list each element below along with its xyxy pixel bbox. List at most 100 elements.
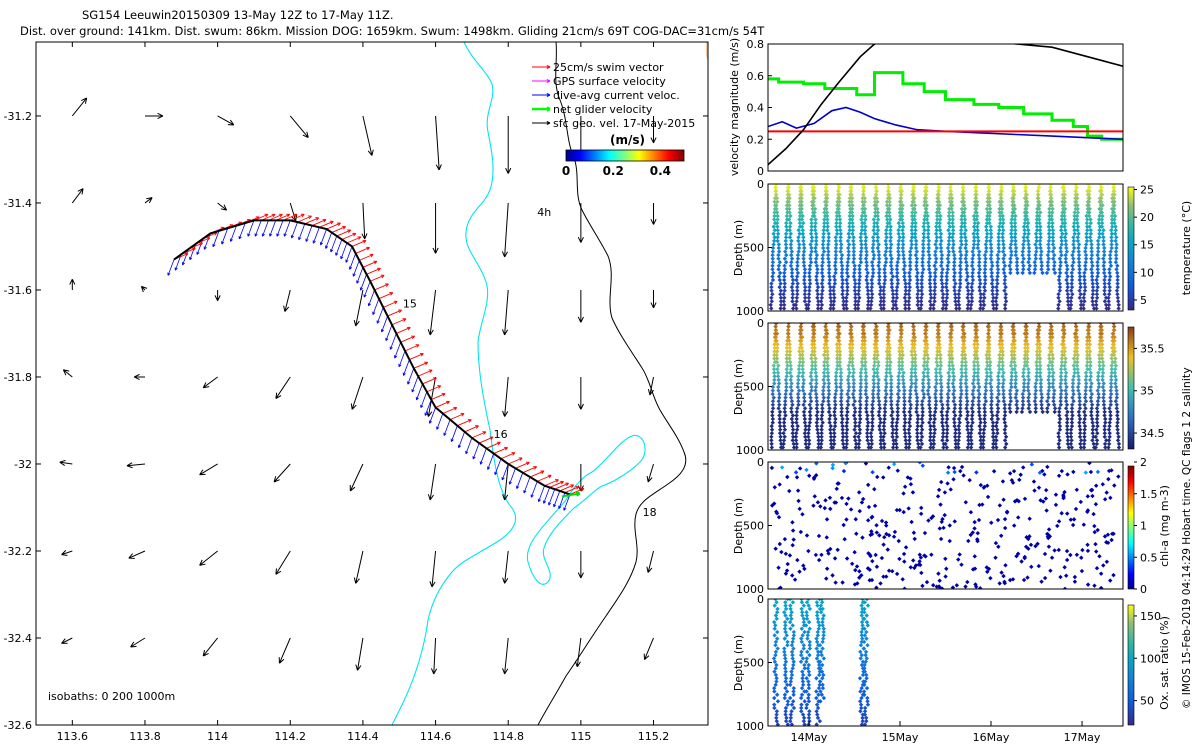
- profile-sample: [926, 263, 932, 268]
- profile-sample: [886, 342, 892, 347]
- profile-sample: [857, 431, 862, 436]
- profile-sample: [881, 427, 887, 432]
- profile-sample: [1116, 441, 1122, 447]
- profile-sample: [903, 438, 908, 443]
- profile-sample: [1076, 260, 1082, 265]
- profile-sample: [858, 402, 863, 407]
- profile-sample: [1002, 270, 1007, 276]
- profile-sample: [845, 281, 850, 286]
- chla-sample: [942, 512, 947, 518]
- surface-current-arrow: [353, 289, 364, 327]
- profile-sample: [1071, 242, 1076, 247]
- profile-sample: [951, 391, 956, 397]
- profile-sample: [824, 331, 830, 336]
- profile-sample: [873, 213, 878, 219]
- profile-sample: [802, 274, 807, 279]
- profile-sample: [772, 345, 778, 351]
- profile-sample: [994, 438, 999, 443]
- profile-sample: [1084, 381, 1089, 386]
- chla-sample: [811, 503, 816, 508]
- profile-sample: [1089, 270, 1095, 276]
- profile-sample: [900, 359, 905, 365]
- chla-sample: [791, 537, 796, 542]
- profile-sample: [947, 235, 952, 240]
- profile-sample: [840, 423, 845, 429]
- profile-sample: [1036, 213, 1042, 219]
- surface-current-arrow: [71, 97, 88, 117]
- dive-avg-current-vector: [290, 221, 298, 239]
- profile-sample: [831, 427, 837, 432]
- profile-sample: [1011, 199, 1016, 204]
- chla-sample: [1102, 497, 1108, 502]
- profile-sample: [996, 377, 1001, 383]
- profile-sample: [938, 242, 943, 247]
- profile-sample: [823, 185, 829, 190]
- profile-sample: [845, 391, 850, 397]
- profile-sample: [953, 292, 958, 297]
- profile-sample: [1025, 345, 1030, 351]
- chla-sample: [941, 525, 946, 531]
- profile-sample: [950, 224, 956, 229]
- profile-sample: [877, 406, 883, 411]
- profile-sample: [882, 252, 888, 258]
- profile-sample: [1012, 363, 1018, 368]
- oxygen-sample: [862, 682, 867, 688]
- profile-sample: [1014, 267, 1020, 272]
- profile-sample: [1082, 402, 1087, 407]
- profile-sample: [983, 242, 989, 247]
- profile-sample: [795, 292, 800, 297]
- chla-sample: [952, 469, 957, 475]
- profile-sample: [806, 434, 811, 439]
- profile-sample: [899, 213, 905, 219]
- oxygen-sample: [802, 699, 807, 704]
- profile-sample: [1101, 242, 1106, 247]
- profile-sample: [870, 235, 876, 240]
- oxygen-sample: [806, 682, 811, 688]
- profile-sample: [790, 306, 796, 311]
- profile-sample: [994, 445, 999, 450]
- profile-sample: [846, 256, 851, 261]
- profile-sample: [890, 420, 895, 425]
- profile-sample: [882, 416, 887, 422]
- profile-sample: [846, 242, 852, 247]
- profile-sample: [876, 363, 881, 368]
- profile-sample: [925, 388, 931, 393]
- profile-sample: [1086, 338, 1092, 343]
- profile-sample: [953, 431, 958, 436]
- chla-sample: [878, 581, 883, 586]
- profile-sample: [861, 203, 867, 208]
- profile-sample: [1102, 274, 1108, 279]
- profile-sample: [844, 434, 849, 439]
- profile-sample: [1115, 427, 1120, 432]
- profile-sample: [777, 391, 782, 397]
- profile-sample: [1115, 295, 1121, 300]
- chla-sample: [867, 578, 872, 583]
- profile-sample: [982, 270, 987, 276]
- profile-sample: [864, 399, 869, 404]
- profile-sample: [895, 260, 900, 265]
- chla-sample: [902, 559, 907, 564]
- chla-sample: [946, 465, 951, 470]
- profile-sample: [1082, 299, 1087, 304]
- oxygen-sample: [791, 659, 796, 664]
- profile-sample: [1002, 431, 1008, 436]
- profile-sample: [896, 245, 901, 251]
- oxygen-sample: [814, 689, 819, 694]
- profile-sample: [1076, 374, 1081, 379]
- oxygen-sample: [819, 600, 825, 605]
- profile-sample: [965, 427, 970, 432]
- profile-sample: [947, 206, 952, 212]
- profile-sample: [836, 188, 841, 194]
- profile-sample: [1094, 441, 1100, 447]
- profile-sample: [1099, 338, 1105, 343]
- profile-sample: [1083, 249, 1088, 254]
- profile-sample: [875, 381, 881, 386]
- swim-vector: [346, 236, 362, 244]
- profile-sample: [1057, 270, 1063, 276]
- oxygen-sample: [818, 689, 823, 694]
- profile-sample: [983, 388, 989, 393]
- profile-sample: [853, 281, 858, 286]
- chla-sample: [886, 533, 892, 538]
- profile-sample: [921, 245, 926, 251]
- legend-swatch: [532, 93, 551, 97]
